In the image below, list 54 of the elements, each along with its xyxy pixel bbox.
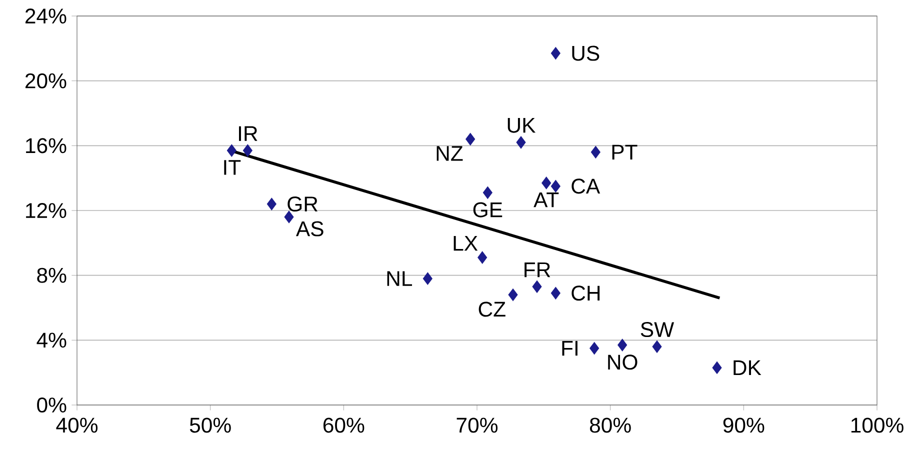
annotation: GR <box>288 196 318 212</box>
annotation: IR <box>239 126 258 141</box>
annotation: AT <box>534 192 559 208</box>
point <box>478 251 488 264</box>
point <box>550 47 560 60</box>
x-tick-label: 80% <box>590 418 631 433</box>
annotation: DK <box>734 360 762 376</box>
point <box>590 342 600 355</box>
annotation: UK <box>508 118 536 133</box>
point <box>652 340 662 353</box>
annotation: AS <box>296 221 324 236</box>
y-tick-label: 0% <box>37 397 66 413</box>
annotation: CA <box>572 178 600 194</box>
point <box>516 136 526 149</box>
annotation: FI <box>562 340 578 356</box>
annotation: US <box>572 46 600 61</box>
annotation: GE <box>473 202 502 218</box>
x-tick-label: 60% <box>323 418 364 433</box>
point <box>712 361 722 374</box>
y-tick-label: 4% <box>36 332 66 348</box>
x-tick-label: 40% <box>56 418 98 433</box>
y-tick-label: 24% <box>25 8 66 24</box>
y-tick-label: 20% <box>25 73 66 88</box>
annotation: LX <box>454 236 478 251</box>
point <box>482 186 492 199</box>
annotation: FR <box>524 262 550 278</box>
annotation: CH <box>572 286 600 301</box>
x-tick-label: 50% <box>190 418 231 433</box>
y-tick-label: 16% <box>26 138 66 154</box>
annotation: CZ <box>478 302 506 317</box>
x-tick-label: 100% <box>851 418 904 433</box>
annotation: IT <box>224 160 241 175</box>
x-tick-label: 90% <box>723 418 764 433</box>
point <box>422 272 432 285</box>
annotation: PT <box>612 144 638 160</box>
point <box>508 288 518 302</box>
point <box>550 180 560 192</box>
point <box>532 280 542 293</box>
annotation: NO <box>608 354 638 370</box>
y-tick-label: 8% <box>37 268 66 283</box>
point <box>542 176 552 190</box>
point <box>242 144 252 157</box>
point <box>266 198 276 210</box>
x-tick-label: 70% <box>456 418 498 433</box>
annotation: NL <box>387 271 412 286</box>
point <box>466 132 476 146</box>
point <box>284 210 294 224</box>
point <box>550 286 560 300</box>
annotation: SW <box>640 322 674 338</box>
point <box>618 338 628 352</box>
y-tick-label: 12% <box>26 203 66 218</box>
annotation: NZ <box>436 146 463 161</box>
point <box>226 144 236 157</box>
point <box>590 146 600 158</box>
